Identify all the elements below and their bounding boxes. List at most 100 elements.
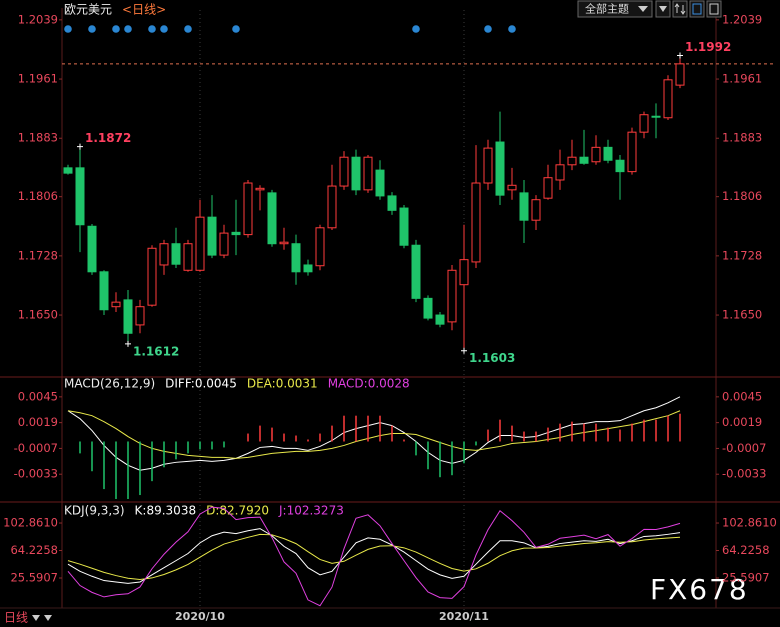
y-tick-label: -0.0033 — [14, 467, 58, 481]
y-tick-label: 1.1728 — [18, 248, 58, 262]
candle-body — [303, 264, 313, 273]
indicator-line — [67, 528, 681, 584]
candle-body — [207, 216, 217, 256]
period-arrow[interactable] — [32, 615, 40, 621]
period-label[interactable]: 日线 — [4, 611, 28, 625]
period-selector[interactable]: 日线 — [4, 611, 52, 625]
candle-body — [663, 79, 673, 119]
candle-body — [567, 156, 577, 166]
candle-body — [315, 227, 325, 267]
candle-body — [411, 244, 421, 299]
y-tick-label-right: 1.2039 — [722, 12, 762, 26]
candle-body — [615, 159, 625, 173]
panel-legend: MACD:0.0028 — [328, 377, 410, 391]
candle-body — [459, 259, 469, 286]
y-tick-label: 1.1961 — [18, 72, 58, 86]
icon-box[interactable] — [672, 0, 688, 18]
candle-body — [327, 185, 337, 229]
indicator-line — [67, 533, 681, 580]
candle-body — [183, 243, 193, 271]
panel-legend: DEA:0.0031 — [247, 377, 318, 391]
candle-body — [351, 156, 361, 191]
toolbar-icon[interactable] — [689, 0, 705, 18]
candle-body — [627, 131, 637, 173]
extreme-marker — [461, 347, 467, 354]
y-tick-label: 102.8610 — [3, 516, 58, 530]
candle-body — [519, 192, 529, 221]
x-tick-label: 2020/10 — [175, 610, 225, 623]
y-tick-label: 1.1650 — [18, 308, 58, 322]
theme-button-box[interactable] — [577, 0, 653, 18]
y-tick-label-right: 0.0019 — [722, 415, 762, 429]
signal-dot — [508, 25, 516, 33]
indicator-line — [67, 396, 681, 471]
extreme-label: 1.1872 — [85, 131, 131, 145]
candle-body — [99, 271, 109, 311]
candle-body — [171, 243, 181, 265]
y-tick-label-right: 1.1883 — [722, 131, 762, 145]
signal-dot — [88, 25, 96, 33]
candle-body — [339, 156, 349, 187]
dropdown-arrow[interactable] — [638, 6, 648, 12]
signal-dot — [184, 25, 192, 33]
signal-dot — [412, 25, 420, 33]
y-tick-label: 1.2039 — [18, 12, 58, 26]
candle-body — [243, 182, 253, 236]
extreme-label: 1.1603 — [469, 351, 515, 365]
toolbar-icon[interactable] — [706, 0, 722, 18]
toolbar-icon[interactable] — [655, 0, 671, 18]
extreme-marker — [677, 52, 683, 59]
signal-dot — [160, 25, 168, 33]
y-tick-label-right: 64.2258 — [722, 543, 770, 557]
theme-button[interactable]: 全部主题 — [577, 0, 653, 18]
candle-body — [279, 241, 289, 245]
signal-dot — [124, 25, 132, 33]
panel-legend: MACD(26,12,9) — [64, 377, 155, 391]
y-tick-label-right: 102.8610 — [722, 516, 777, 530]
icon-glyph[interactable] — [674, 3, 686, 15]
candle-body — [579, 156, 589, 164]
theme-button-label[interactable]: 全部主题 — [585, 2, 629, 16]
panel-legend: KDJ(9,3,3) — [64, 504, 125, 518]
y-tick-label-right: -0.0033 — [722, 467, 766, 481]
y-tick-label: 64.2258 — [10, 543, 58, 557]
y-tick-label: 0.0045 — [18, 389, 58, 403]
y-tick-label: 1.1883 — [18, 131, 58, 145]
extreme-marker — [77, 143, 83, 150]
candle-body — [375, 169, 385, 197]
signal-dot — [64, 25, 72, 33]
y-tick-label-right: 1.1650 — [722, 308, 762, 322]
y-tick-label-right: 1.1961 — [722, 72, 762, 86]
icon-glyph[interactable] — [659, 6, 667, 12]
icon-glyph[interactable] — [692, 3, 702, 15]
y-tick-label: 25.5907 — [10, 570, 58, 584]
period-arrow[interactable] — [44, 615, 52, 621]
extreme-marker — [125, 340, 131, 347]
candle-body — [123, 299, 133, 334]
icon-box[interactable] — [706, 0, 722, 18]
x-tick-label: 2020/11 — [439, 610, 489, 623]
candle-body — [63, 167, 73, 174]
candle-body — [591, 146, 601, 163]
candle-body — [471, 182, 481, 263]
candle-body — [147, 247, 157, 306]
icon-glyph[interactable] — [709, 3, 719, 15]
toolbar-icon[interactable] — [672, 0, 688, 18]
y-tick-label: 1.1806 — [18, 189, 58, 203]
candle-body — [435, 314, 445, 325]
candle-body — [291, 243, 301, 273]
candle-body — [531, 199, 541, 221]
icon-box[interactable] — [689, 0, 705, 18]
y-tick-label-right: 1.1728 — [722, 248, 762, 262]
candle-body — [87, 225, 97, 273]
candle-body — [219, 232, 229, 256]
y-tick-label-right: 0.0045 — [722, 389, 762, 403]
candle-body — [255, 187, 265, 191]
extreme-label: 1.1992 — [685, 40, 731, 54]
candle-body — [135, 306, 145, 326]
y-tick-label-right: 1.1806 — [722, 189, 762, 203]
candle-body — [363, 156, 373, 191]
